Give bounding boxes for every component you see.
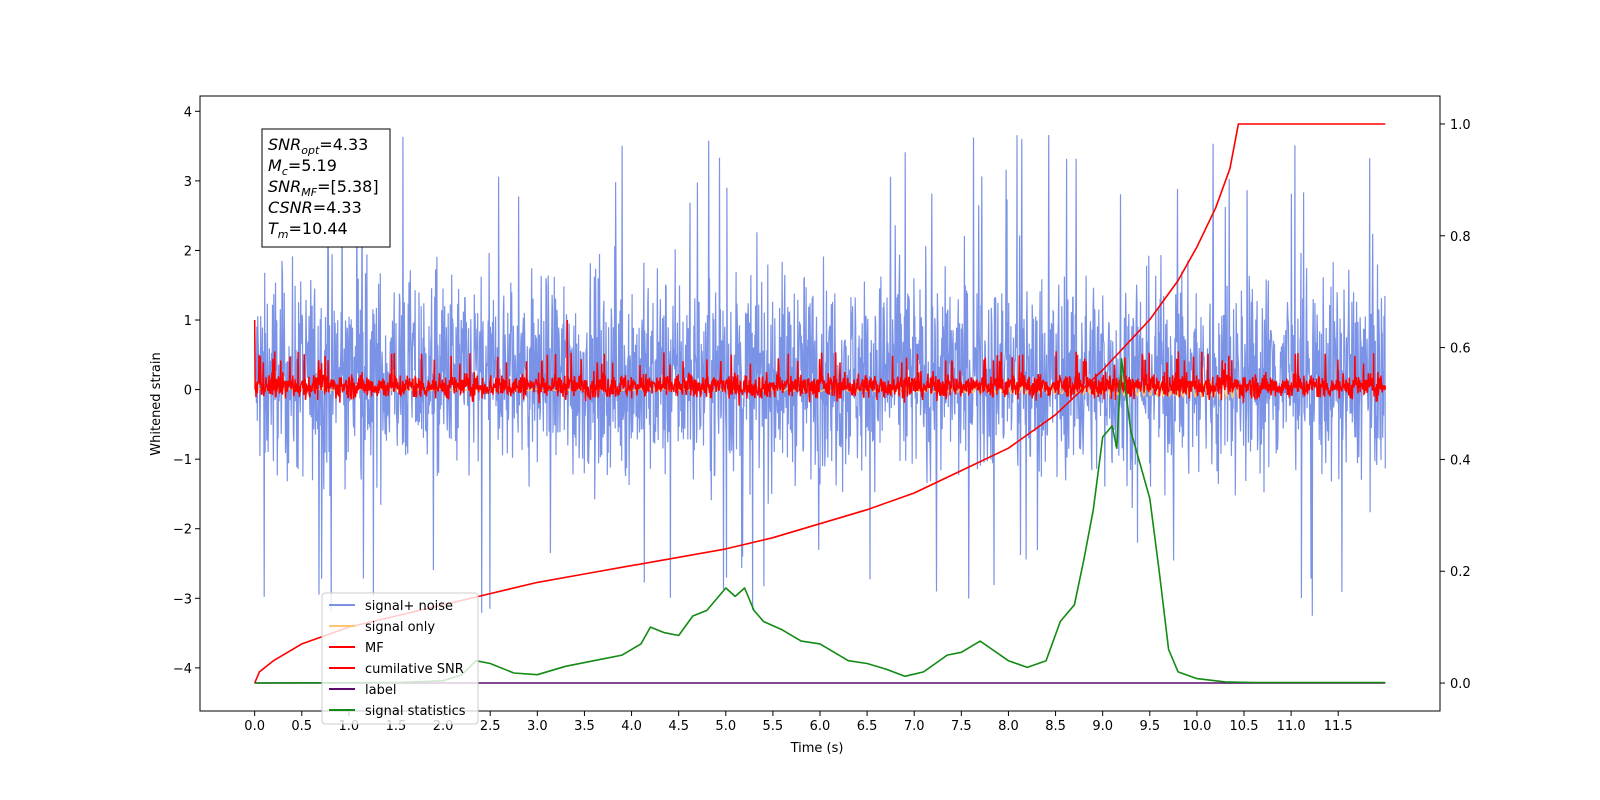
x-tick-label: 7.0 <box>904 719 925 734</box>
x-tick-label: 11.0 <box>1277 719 1306 734</box>
y2-tick-label: 1.0 <box>1450 118 1471 133</box>
y-axis-right: 0.0 0.2 0.4 0.6 0.8 1.0 <box>1440 118 1471 692</box>
legend-entry-label: label <box>365 683 396 698</box>
annotation-line: Tm=10.44 <box>268 219 348 241</box>
y-tick-label: 0 <box>184 384 192 399</box>
y2-tick-label: 0.6 <box>1450 342 1471 357</box>
y-axis-label: Whitened strain <box>149 352 164 455</box>
y2-tick-label: 0.2 <box>1450 565 1471 580</box>
y-tick-label: −3 <box>173 592 192 607</box>
y-tick-label: 2 <box>184 244 192 259</box>
y2-tick-label: 0.4 <box>1450 453 1471 468</box>
legend-entry-label: signal statistics <box>365 704 466 719</box>
y-tick-label: −4 <box>173 662 192 677</box>
y-tick-label: 1 <box>184 314 192 329</box>
series-signal-statistics <box>254 357 1386 684</box>
legend-frame <box>321 592 479 725</box>
legend: signal+ noise signal only MF cumilative SNR… <box>321 592 479 725</box>
x-tick-label: 9.5 <box>1139 719 1160 734</box>
legend-entry-label: cumilative SNR <box>365 662 464 677</box>
x-tick-label: 6.5 <box>857 719 878 734</box>
y-tick-label: −2 <box>173 523 192 538</box>
x-tick-label: 9.0 <box>1092 719 1113 734</box>
y-axis-left: −4 −3 −2 −1 0 1 2 3 4 <box>173 105 200 677</box>
x-tick-label: 7.5 <box>951 719 972 734</box>
x-tick-label: 6.0 <box>810 719 831 734</box>
x-tick-label: 0.0 <box>244 719 265 734</box>
legend-entry-label: signal only <box>365 620 435 635</box>
x-tick-label: 8.5 <box>1045 719 1066 734</box>
legend-entry-label: signal+ noise <box>365 599 453 614</box>
x-axis-label: Time (s) <box>790 741 844 756</box>
x-tick-label: 3.5 <box>574 719 595 734</box>
x-tick-label: 4.5 <box>668 719 689 734</box>
series-mf <box>253 319 1387 406</box>
y-tick-label: 4 <box>184 105 192 120</box>
y-tick-label: 3 <box>184 175 192 190</box>
x-tick-label: 2.5 <box>480 719 501 734</box>
y-tick-label: −1 <box>173 453 192 468</box>
x-tick-label: 11.5 <box>1324 719 1353 734</box>
legend-entry-label: MF <box>365 641 384 656</box>
annotation-line: SNRopt=4.33 <box>268 135 368 157</box>
series-signal-plus-noise <box>254 134 1386 616</box>
x-tick-label: 3.0 <box>527 719 548 734</box>
x-tick-label: 10.5 <box>1230 719 1259 734</box>
x-tick-label: 4.0 <box>621 719 642 734</box>
annotation-line: SNRMF=[5.38] <box>268 177 379 199</box>
x-tick-label: 0.5 <box>291 719 312 734</box>
annotation-frame <box>261 128 391 248</box>
y2-tick-label: 0.8 <box>1450 230 1471 245</box>
x-tick-label: 8.0 <box>998 719 1019 734</box>
annotation-line: Mc=5.19 <box>268 156 337 178</box>
x-tick-label: 5.0 <box>715 719 736 734</box>
y2-tick-label: 0.0 <box>1450 677 1471 692</box>
x-tick-label: 10.0 <box>1182 719 1211 734</box>
x-tick-label: 5.5 <box>763 719 784 734</box>
annotation-line: CSNR=4.33 <box>268 198 362 217</box>
